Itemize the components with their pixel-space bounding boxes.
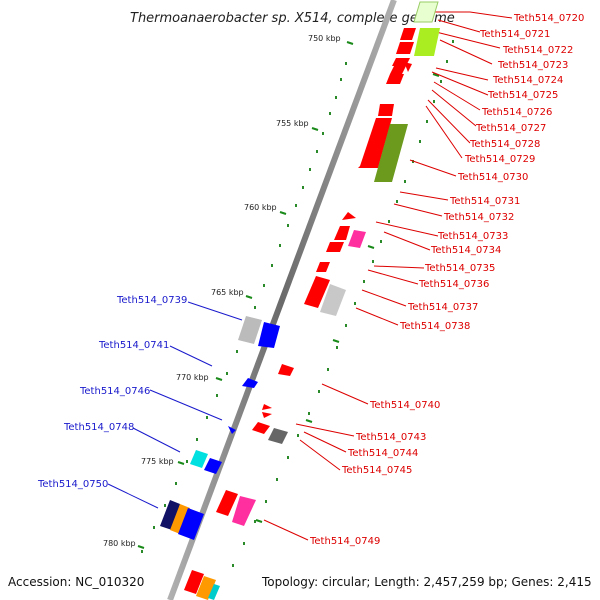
gene-label[interactable]: Teth514_0745: [341, 465, 412, 476]
track-dots: [141, 40, 454, 567]
scale-label-755: 755 kbp: [276, 119, 309, 128]
gene-label[interactable]: Teth514_0733: [437, 231, 508, 242]
gene-label[interactable]: Teth514_0735: [424, 263, 495, 274]
scale-label-750: 750 kbp: [308, 34, 341, 43]
genome-backbone: [167, 0, 397, 600]
accession-text: Accession: NC_010320: [8, 575, 144, 589]
gene-label[interactable]: Teth514_0726: [481, 107, 552, 118]
gene-label[interactable]: Teth514_0736: [418, 279, 489, 290]
gene-label[interactable]: Teth514_0724: [492, 75, 563, 86]
gene-label[interactable]: Teth514_0739: [116, 295, 187, 306]
gene-label[interactable]: Teth514_0746: [79, 386, 150, 397]
gene-label[interactable]: Teth514_0734: [430, 245, 501, 256]
gene-label[interactable]: Teth514_0721: [479, 29, 550, 40]
map-title: Thermoanaerobacter sp. X514, complete ge…: [130, 11, 455, 26]
scale-labels: 750 kbp 755 kbp 760 kbp 765 kbp 770 kbp …: [103, 34, 341, 548]
scale-label-760: 760 kbp: [244, 203, 277, 212]
gene-label[interactable]: Teth514_0732: [443, 212, 514, 223]
leader-lines-right: [263, 11, 513, 541]
gene-label[interactable]: Teth514_0737: [407, 302, 478, 313]
gene-label[interactable]: Teth514_0743: [355, 432, 426, 443]
gene-label[interactable]: Teth514_0744: [347, 448, 418, 459]
gene-label[interactable]: Teth514_0722: [502, 45, 573, 56]
gene-labels-left: Teth514_0739 Teth514_0741 Teth514_0746 T…: [37, 295, 187, 490]
scale-label-775: 775 kbp: [141, 457, 174, 466]
topology-text: Topology: circular; Length: 2,457,259 bp…: [261, 575, 592, 589]
scale-label-780: 780 kbp: [103, 539, 136, 548]
genes-forward: [184, 1, 440, 600]
gene-label[interactable]: Teth514_0720: [513, 13, 584, 24]
gene-label[interactable]: Teth514_0725: [487, 90, 558, 101]
scale-ticks: [137, 41, 440, 549]
gene-label[interactable]: Teth514_0749: [309, 536, 380, 547]
scale-label-765: 765 kbp: [211, 288, 244, 297]
gene-label[interactable]: Teth514_0748: [63, 422, 134, 433]
gene-label[interactable]: Teth514_0723: [497, 60, 568, 71]
leader-lines-left: [107, 301, 243, 509]
gene-label[interactable]: Teth514_0727: [475, 123, 546, 134]
gene-label[interactable]: Teth514_0740: [369, 400, 440, 411]
gene-labels-right: Teth514_0720 Teth514_0721 Teth514_0722 T…: [309, 13, 584, 547]
gene-label[interactable]: Teth514_0750: [37, 479, 108, 490]
gene-label[interactable]: Teth514_0731: [449, 196, 520, 207]
gene-label[interactable]: Teth514_0741: [98, 340, 169, 351]
genes-reverse: [160, 316, 280, 540]
gene-label[interactable]: Teth514_0730: [457, 172, 528, 183]
gene-label[interactable]: Teth514_0728: [469, 139, 540, 150]
scale-label-770: 770 kbp: [176, 373, 209, 382]
gene-label[interactable]: Teth514_0738: [399, 321, 470, 332]
gene-label[interactable]: Teth514_0729: [464, 154, 535, 165]
